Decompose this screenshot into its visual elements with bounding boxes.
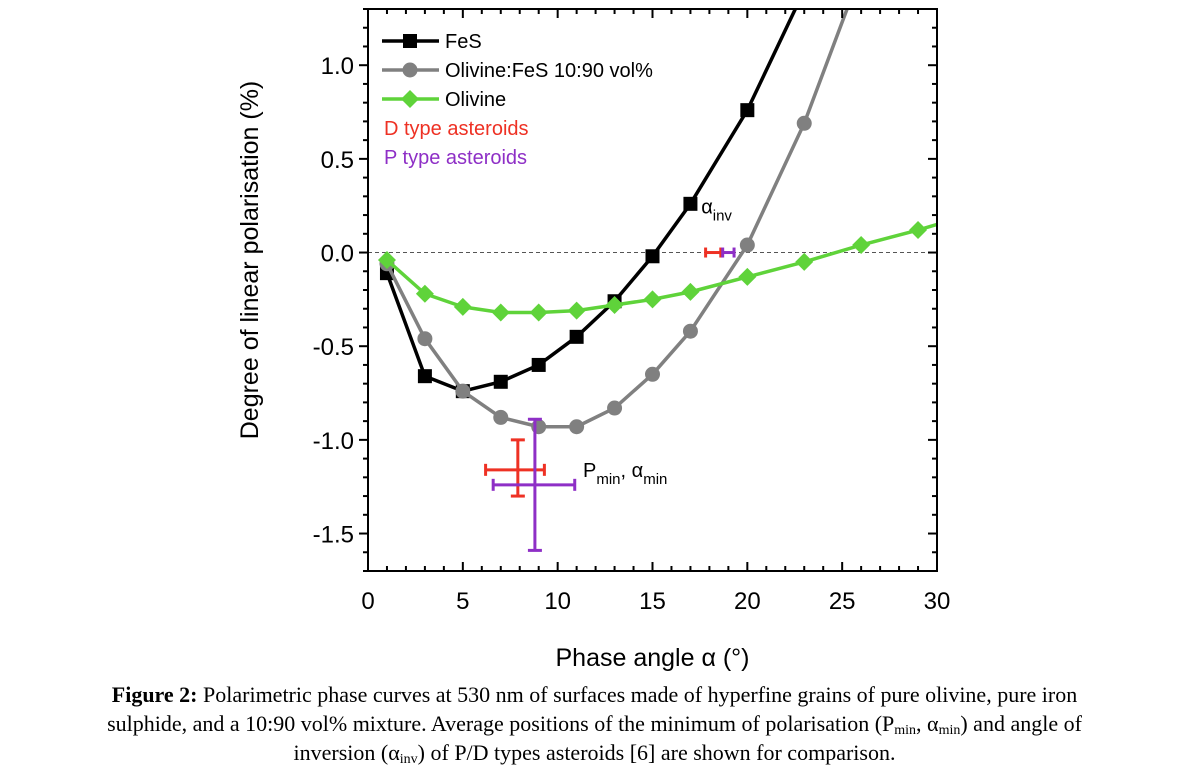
caption-text-1: Polarimetric phase curves at 530 nm of s… bbox=[197, 682, 1078, 707]
caption-text-3b: ) of P/D types asteroids [6] are shown f… bbox=[417, 740, 896, 765]
legend-label: Olivine bbox=[445, 89, 506, 111]
annotations: αinv Pmin, αmin bbox=[583, 196, 732, 488]
axes bbox=[359, 8, 938, 572]
data-point-diamond bbox=[795, 252, 814, 271]
x-tick-label: 0 bbox=[361, 588, 374, 615]
caption-line-2: sulphide, and a 10:90 vol% mixture. Aver… bbox=[0, 709, 1189, 738]
annotation-sub: min bbox=[596, 471, 620, 488]
p-type-asteroids-markers bbox=[491, 247, 736, 552]
annotation-label: αinv bbox=[701, 196, 732, 224]
series-olivine bbox=[377, 210, 965, 322]
x-tick-label: 15 bbox=[639, 588, 666, 615]
annotation-label: Pmin, αmin bbox=[583, 460, 667, 488]
figure-caption: Figure 2: Polarimetric phase curves at 5… bbox=[0, 680, 1189, 767]
data-point-square bbox=[493, 374, 508, 389]
x-axis-title: Phase angle α (°) bbox=[556, 644, 750, 672]
y-tick-label: -1.5 bbox=[313, 522, 354, 549]
caption-sub-amin: min bbox=[938, 723, 961, 738]
legend-label-asteroid: D type asteroids bbox=[384, 118, 529, 140]
tick-labels: 0 5 10 15 20 25 30 1.0 0.5 0.0 -0.5 -1.0 -1.5 bbox=[313, 53, 951, 615]
legend-square-icon bbox=[403, 34, 417, 48]
y-tick-label: -1.0 bbox=[313, 428, 354, 455]
data-point-diamond bbox=[415, 284, 434, 303]
legend-item: FeS bbox=[382, 31, 482, 53]
series-line bbox=[385, 9, 798, 393]
series-layer bbox=[377, 9, 965, 435]
data-point-diamond bbox=[852, 236, 871, 255]
y-axis-title: Degree of linear polarisation (%) bbox=[236, 81, 264, 440]
annotation-main-2: , α bbox=[621, 460, 644, 482]
caption-line-1: Figure 2: Polarimetric phase curves at 5… bbox=[0, 680, 1189, 709]
data-point-circle bbox=[796, 115, 812, 131]
data-point-square bbox=[531, 357, 546, 372]
data-point-square bbox=[569, 329, 584, 344]
data-point-diamond bbox=[377, 251, 396, 270]
data-point-diamond bbox=[567, 301, 586, 320]
polarisation-chart: 0 5 10 15 20 25 30 1.0 0.5 0.0 -0.5 -1.0 -1.5 Phase … bbox=[236, 8, 965, 672]
caption-text-3a: inversion (α bbox=[293, 740, 400, 765]
legend-circle-icon bbox=[402, 62, 418, 78]
legend-item: Olivine:FeS 10:90 vol% bbox=[382, 60, 653, 82]
data-point-diamond bbox=[947, 210, 965, 228]
data-point-diamond bbox=[643, 290, 662, 309]
x-tick-label: 5 bbox=[456, 588, 469, 615]
y-tick-label: 1.0 bbox=[321, 53, 354, 80]
data-point-square bbox=[740, 103, 755, 118]
data-point-square bbox=[645, 249, 660, 264]
y-tick-label: -0.5 bbox=[313, 334, 354, 361]
data-point-diamond bbox=[909, 221, 928, 240]
caption-text-2b: , α bbox=[916, 711, 939, 736]
asteroid-errorbars bbox=[484, 247, 736, 552]
annotation-sub: inv bbox=[713, 207, 733, 224]
data-point-square bbox=[417, 369, 432, 384]
legend-diamond-icon bbox=[401, 90, 419, 108]
x-tick-label: 20 bbox=[734, 588, 761, 615]
data-point-circle bbox=[682, 323, 698, 339]
series-line bbox=[385, 9, 849, 429]
data-point-circle bbox=[417, 331, 433, 347]
x-tick-label: 10 bbox=[544, 588, 571, 615]
data-point-diamond bbox=[453, 297, 472, 316]
caption-text-2c: ) and angle of bbox=[960, 711, 1082, 736]
legend-label-asteroid: P type asteroids bbox=[384, 147, 527, 169]
data-point-square bbox=[683, 196, 698, 211]
x-tick-label: 30 bbox=[924, 588, 951, 615]
data-point-diamond bbox=[738, 267, 757, 286]
caption-sub-ainv: inv bbox=[399, 752, 418, 767]
legend-label: FeS bbox=[445, 31, 482, 53]
data-point-diamond bbox=[529, 303, 548, 322]
data-point-circle bbox=[493, 409, 509, 425]
legend: FeS Olivine:FeS 10:90 vol% Olivine D type a… bbox=[382, 31, 653, 169]
data-point-circle bbox=[455, 383, 471, 399]
caption-sub-pmin: min bbox=[894, 723, 917, 738]
data-point-circle bbox=[739, 237, 755, 253]
legend-label: Olivine:FeS 10:90 vol% bbox=[445, 60, 653, 82]
y-tick-label: 0.5 bbox=[321, 147, 354, 174]
data-point-diamond bbox=[681, 282, 700, 301]
data-point-circle bbox=[645, 366, 660, 382]
data-point-circle bbox=[569, 419, 585, 435]
caption-label: Figure 2: bbox=[111, 682, 198, 707]
data-point-circle bbox=[607, 400, 623, 416]
annotation-sub-2: min bbox=[643, 471, 667, 488]
caption-text-2a: sulphide, and a 10:90 vol% mixture. Aver… bbox=[107, 711, 895, 736]
annotation-main: P bbox=[583, 460, 596, 482]
annotation-main: α bbox=[701, 196, 713, 218]
data-point-diamond bbox=[491, 303, 510, 322]
legend-item: Olivine bbox=[382, 89, 506, 111]
data-point-diamond bbox=[605, 295, 624, 314]
caption-line-3: inversion (αinv) of P/D types asteroids … bbox=[0, 738, 1189, 767]
y-tick-label: 0.0 bbox=[321, 241, 354, 268]
x-tick-label: 25 bbox=[829, 588, 856, 615]
